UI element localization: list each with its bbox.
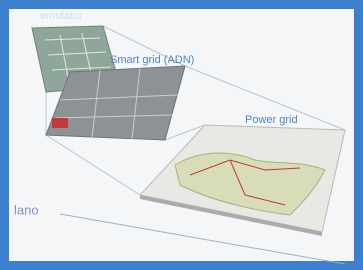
layer-label: Power grid	[245, 114, 298, 126]
diagram: emulator Smart grid (ADN) Power grid lan…	[0, 0, 363, 270]
layer-label: emulator	[40, 10, 83, 22]
axis-label: lano	[14, 202, 39, 217]
highlight	[52, 118, 68, 128]
layer-label: Smart grid (ADN)	[110, 54, 194, 66]
page: emulator Smart grid (ADN) Power grid lan…	[0, 0, 363, 270]
